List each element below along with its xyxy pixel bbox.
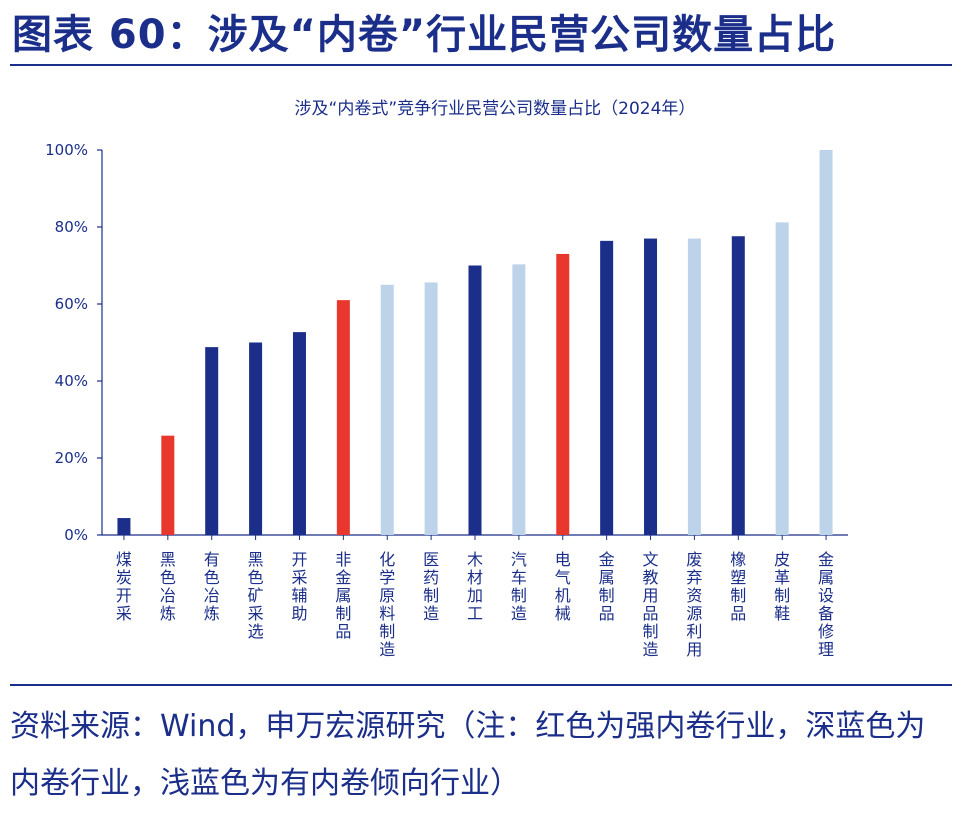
x-tick-label: 黑色矿采选 — [248, 550, 264, 641]
x-tick-label: 煤炭开采 — [116, 550, 132, 623]
y-tick-label: 80% — [55, 218, 88, 236]
bar-15 — [775, 222, 789, 535]
x-tick-label: 电气机械 — [555, 550, 571, 623]
bar-2 — [205, 347, 219, 535]
x-tick-label: 橡塑制品 — [730, 550, 746, 623]
x-tick-label: 化学原料制造 — [379, 550, 395, 659]
x-tick-label: 医药制造 — [423, 550, 439, 623]
y-tick-label: 20% — [55, 449, 88, 467]
x-tick-label: 开采辅助 — [291, 550, 307, 623]
chart-title: 涉及“内卷式”竞争行业民营公司数量占比（2024年） — [295, 99, 696, 119]
bar-0 — [117, 518, 131, 535]
x-tick-label: 文教用品制造 — [643, 550, 659, 659]
bar-16 — [819, 150, 833, 535]
x-tick-label: 皮革制鞋 — [774, 550, 790, 623]
bar-4 — [292, 332, 306, 535]
x-tick-label: 木材加工 — [467, 550, 483, 623]
x-tick-label: 非金属制品 — [335, 550, 351, 641]
bar-13 — [687, 238, 701, 536]
source-divider — [10, 684, 952, 686]
bar-chart: 涉及“内卷式”竞争行业民营公司数量占比（2024年） 0% 20% 40% 60% 80… — [45, 99, 848, 659]
y-axis: 0% 20% 40% 60% 80% 100% — [45, 141, 103, 544]
x-tick-label: 金属制品 — [599, 550, 615, 623]
bar-10 — [556, 253, 570, 535]
y-tick-label: 40% — [55, 372, 88, 390]
figure-title: 图表 60：涉及“内卷”行业民营公司数量占比 — [12, 12, 837, 58]
source-note: 资料来源：Wind，申万宏源研究（注：红色为强内卷行业，深蓝色为内卷行业，浅蓝色… — [10, 709, 926, 801]
x-tick-label: 汽车制造 — [511, 550, 527, 623]
bar-6 — [380, 284, 394, 535]
bars — [117, 150, 833, 536]
y-tick-label: 0% — [64, 526, 88, 544]
x-tick-label: 有色冶炼 — [204, 550, 220, 623]
bar-9 — [512, 264, 526, 535]
x-tick-label: 废弃资源利用 — [686, 550, 702, 659]
x-tick-label: 黑色冶炼 — [160, 550, 176, 623]
bar-11 — [600, 240, 614, 536]
x-tick-labels: 煤炭开采 黑色冶炼 有色冶炼 黑色矿采选 开采辅助 非金属制品 化学原料制造 医药制造 木材加工… — [116, 550, 834, 659]
bar-3 — [249, 342, 263, 535]
bar-5 — [336, 300, 350, 535]
bar-14 — [731, 236, 745, 536]
y-tick-label: 100% — [45, 141, 88, 159]
bar-1 — [161, 435, 175, 535]
x-axis — [102, 534, 848, 540]
y-tick-label: 60% — [55, 295, 88, 313]
title-divider — [10, 64, 952, 66]
x-tick-label: 金属设备修理 — [818, 550, 834, 659]
bar-7 — [424, 282, 438, 535]
bar-12 — [644, 238, 658, 536]
bar-8 — [468, 265, 482, 535]
